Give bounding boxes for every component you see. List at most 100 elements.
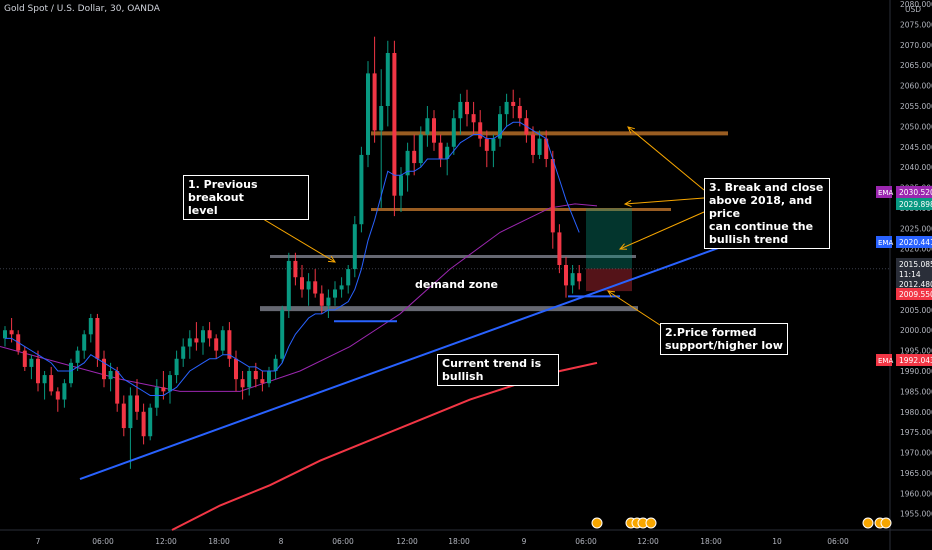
arrow-to-support-head xyxy=(607,290,616,298)
x-tick-label: 18:00 xyxy=(208,537,230,546)
price-tag-label: EMA xyxy=(878,189,893,197)
candle-body xyxy=(504,101,509,115)
price-tag-bg xyxy=(896,288,932,300)
candle-body xyxy=(273,358,278,371)
x-tick-label: 7 xyxy=(36,537,41,546)
candle-body xyxy=(36,358,40,384)
candle-body xyxy=(418,134,423,164)
candle-body xyxy=(201,330,205,343)
candle-body xyxy=(280,309,285,359)
candle-body xyxy=(55,391,60,400)
annotation-break-close: 3. Break and close above 2018, and price… xyxy=(704,178,830,249)
x-tick-label: 18:00 xyxy=(700,537,722,546)
y-tick-label: 2040.000 xyxy=(900,163,932,172)
price-tag-label-bg xyxy=(876,236,892,248)
candle-body xyxy=(405,150,410,176)
candle-body xyxy=(458,101,463,119)
y-tick-label: 2055.000 xyxy=(900,102,932,111)
y-tick-label: 2050.000 xyxy=(900,122,932,131)
candle-body xyxy=(22,350,27,367)
economic-event-icon xyxy=(880,517,892,529)
arrow-to-2030 xyxy=(624,197,705,205)
candle-body xyxy=(267,371,271,384)
y-tick-label: 2020.000 xyxy=(900,245,932,254)
price-tag-bg xyxy=(896,278,932,290)
candle-body xyxy=(88,318,93,335)
x-tick-label: 12:00 xyxy=(155,537,177,546)
candle-body xyxy=(498,114,502,139)
price-tag-value: 2020.441 xyxy=(899,238,932,247)
candle-body xyxy=(438,142,443,159)
arrow-to-2018-head xyxy=(618,243,628,250)
candle-body xyxy=(148,407,153,437)
candle-body xyxy=(326,297,331,306)
candle-body xyxy=(564,265,568,286)
y-tick-label: 2005.000 xyxy=(900,306,932,315)
y-tick-label: 1960.000 xyxy=(900,489,932,498)
y-tick-label: 2045.000 xyxy=(900,143,932,152)
x-tick-label: 12:00 xyxy=(396,537,418,546)
y-tick-label: 1995.000 xyxy=(900,347,932,356)
candle-body xyxy=(385,53,390,106)
candle-body xyxy=(313,281,318,294)
candle-body xyxy=(187,338,192,347)
annotation-support: 2.Price formed support/higher low xyxy=(660,323,788,355)
candle-body xyxy=(154,387,159,408)
candle-body xyxy=(128,395,133,429)
candle-body xyxy=(484,138,489,151)
price-tag-bg xyxy=(896,268,932,280)
trend-line xyxy=(79,245,723,480)
y-tick-label: 2065.000 xyxy=(900,61,932,70)
price-tag-label-bg xyxy=(876,186,892,198)
candle-body xyxy=(253,371,258,380)
candle-body xyxy=(491,138,496,151)
candle-body xyxy=(570,273,575,286)
x-tick-label: 12:00 xyxy=(637,537,659,546)
candle-body xyxy=(544,138,549,159)
position-target-zone xyxy=(586,208,632,269)
y-tick-label: 1965.000 xyxy=(900,469,932,478)
price-tag-label: EMA xyxy=(878,357,893,365)
candle-body xyxy=(227,330,232,359)
candle-body xyxy=(471,114,476,123)
x-tick-label: 8 xyxy=(279,537,284,546)
candle-body xyxy=(306,281,311,290)
candle-body xyxy=(531,134,535,155)
candle-body xyxy=(339,285,344,290)
arrow-to-support xyxy=(607,290,664,328)
candle-body xyxy=(3,330,7,339)
candle-body xyxy=(95,318,100,359)
price-tag-bg xyxy=(896,236,932,248)
candle-body xyxy=(240,379,245,388)
candle-body xyxy=(465,101,469,115)
candle-body xyxy=(511,101,516,106)
arrow-to-2018 xyxy=(619,211,705,250)
x-tick-label: 10 xyxy=(772,537,782,546)
candle-body xyxy=(49,375,54,392)
candle-body xyxy=(445,146,450,159)
candle-body xyxy=(135,395,139,412)
candle-body xyxy=(168,375,172,392)
candle-body xyxy=(234,358,238,380)
candle-body xyxy=(577,273,582,282)
candle-body xyxy=(366,73,370,155)
price-tag-value: 2009.550 xyxy=(899,290,932,299)
candle-body xyxy=(121,403,126,429)
candle-body xyxy=(82,334,87,351)
y-tick-label: 1990.000 xyxy=(900,367,932,376)
price-tag-value: 2015.085 xyxy=(899,260,932,269)
price-tag-bg xyxy=(896,186,932,198)
x-tick-label: 9 xyxy=(522,537,527,546)
price-tag-value: 2012.480 xyxy=(899,280,932,289)
currency-label: USD xyxy=(905,5,921,14)
candle-body xyxy=(62,383,67,400)
x-tick-label: 06:00 xyxy=(92,537,114,546)
candle-body xyxy=(181,346,186,359)
candle-body xyxy=(517,106,522,119)
candle-body xyxy=(75,350,80,363)
economic-event-icon xyxy=(862,517,874,529)
annotation-trend: Current trend is bullish xyxy=(437,354,559,386)
candle-body xyxy=(319,293,324,306)
candle-body xyxy=(161,387,166,392)
